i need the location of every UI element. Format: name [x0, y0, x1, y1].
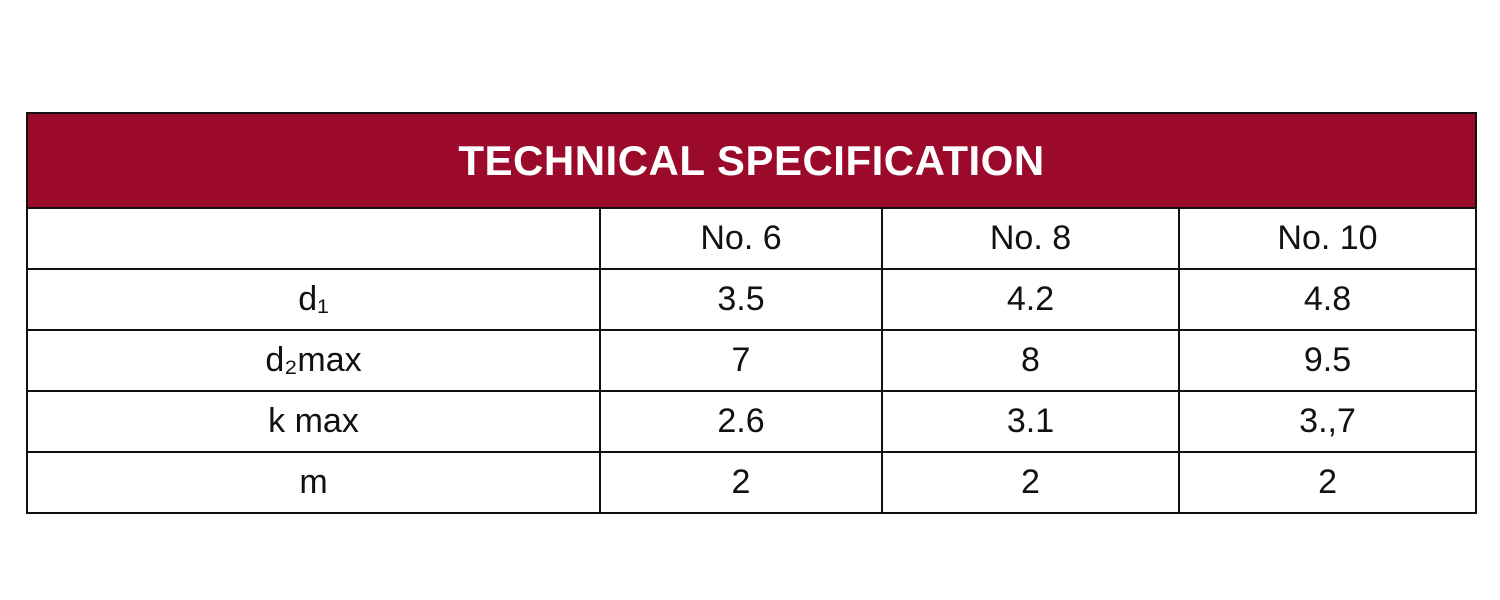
table-row: d₁ 3.5 4.2 4.8	[26, 268, 1478, 331]
cell: 2	[881, 451, 1180, 514]
cell: 4.2	[881, 268, 1180, 331]
corner-cell	[26, 207, 601, 270]
column-header: No. 6	[599, 207, 883, 270]
cell: 2	[1177, 451, 1478, 514]
cell: 3.,7	[1177, 390, 1478, 453]
column-header-row: No. 6 No. 8 No. 10	[26, 207, 1478, 270]
column-header: No. 10	[1177, 207, 1478, 270]
row-label: k max	[26, 390, 601, 453]
cell: 8	[881, 329, 1180, 392]
spec-table: TECHNICAL SPECIFICATION No. 6 No. 8 No. 10…	[25, 112, 1478, 514]
cell: 3.5	[599, 268, 883, 331]
column-header: No. 8	[881, 207, 1180, 270]
cell: 4.8	[1177, 268, 1478, 331]
table-row: k max 2.6 3.1 3.,7	[26, 390, 1478, 453]
table-body: d₁ 3.5 4.2 4.8 d₂max 7 8 9.5 k max 2.6 3.1 3.,7 m 2 2 2	[26, 268, 1478, 514]
cell: 3.1	[881, 390, 1180, 453]
cell: 2	[599, 451, 883, 514]
row-label: d₁	[26, 268, 601, 331]
row-label: d₂max	[26, 329, 601, 392]
row-label: m	[26, 451, 601, 514]
cell: 9.5	[1177, 329, 1478, 392]
title-row: TECHNICAL SPECIFICATION	[25, 112, 1478, 209]
cell: 2.6	[599, 390, 883, 453]
cell: 7	[599, 329, 883, 392]
table-row: d₂max 7 8 9.5	[26, 329, 1478, 392]
table-title: TECHNICAL SPECIFICATION	[25, 112, 1478, 209]
